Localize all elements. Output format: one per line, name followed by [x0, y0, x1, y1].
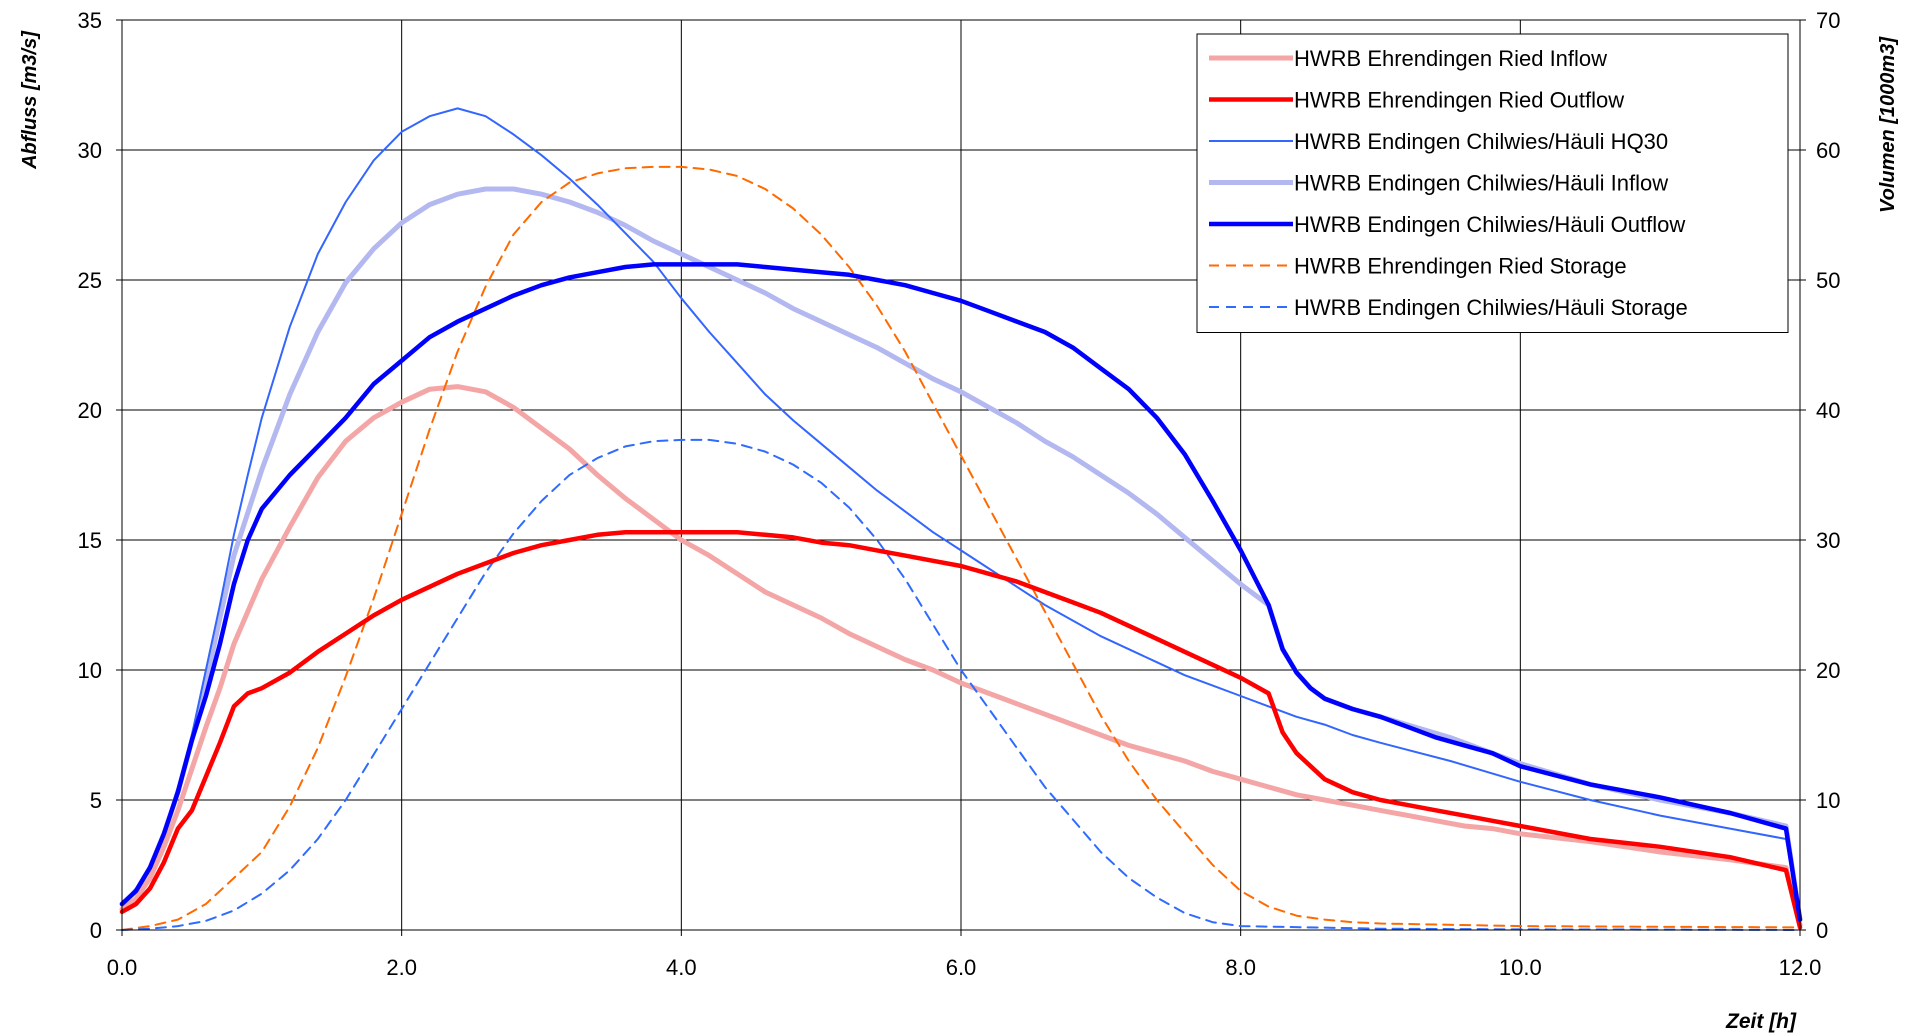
- y-axis-right: 0 10 20 30 40 50 60 70: [1800, 8, 1840, 943]
- y2-tick-label: 30: [1816, 528, 1840, 553]
- y2-tick-label: 10: [1816, 788, 1840, 813]
- legend-box: [1196, 33, 1789, 333]
- y2-tick-label: 60: [1816, 138, 1840, 163]
- y-tick-label: 15: [78, 528, 102, 553]
- x-tick-label: 0.0: [107, 955, 138, 980]
- y-axis-left: 0 5 10 15 20 25 30 35: [78, 8, 122, 943]
- legend: HWRB Ehrendingen Ried Inflow HWRB Ehrendi…: [1196, 33, 1789, 333]
- y-tick-label: 30: [78, 138, 102, 163]
- legend-label: HWRB Endingen Chilwies/Häuli Inflow: [1294, 171, 1668, 196]
- legend-label: HWRB Ehrendingen Ried Inflow: [1294, 46, 1607, 71]
- series-line-5: [119, 262, 1803, 922]
- x-tick-label: 8.0: [1225, 955, 1256, 980]
- y-tick-label: 5: [90, 788, 102, 813]
- y2-tick-label: 40: [1816, 398, 1840, 423]
- legend-label: HWRB Ehrendingen Ried Outflow: [1294, 88, 1624, 113]
- y2-tick-label: 70: [1816, 8, 1840, 33]
- y-tick-label: 35: [78, 8, 102, 33]
- y-tick-label: 10: [78, 658, 102, 683]
- y-tick-label: 20: [78, 398, 102, 423]
- y2-tick-label: 20: [1816, 658, 1840, 683]
- series-line-7: [121, 438, 1801, 931]
- y-tick-label: 25: [78, 268, 102, 293]
- legend-label: HWRB Endingen Chilwies/Häuli Storage: [1294, 295, 1688, 320]
- x-tick-label: 6.0: [946, 955, 977, 980]
- legend-label: HWRB Endingen Chilwies/Häuli Outflow: [1294, 212, 1685, 237]
- series-line-3: [121, 107, 1801, 921]
- x-tick-label: 12.0: [1779, 955, 1822, 980]
- x-axis-label: Zeit [h]: [1725, 1010, 1797, 1033]
- y-axis-label: Abfluss [m3/s]: [19, 30, 41, 170]
- y2-axis-label: Volumen [1000m3]: [1877, 36, 1899, 213]
- x-tick-label: 2.0: [386, 955, 417, 980]
- series-layer: [119, 107, 1803, 931]
- y2-tick-label: 50: [1816, 268, 1840, 293]
- series-line-6: [121, 165, 1801, 931]
- x-tick-label: 4.0: [666, 955, 697, 980]
- x-axis: 0.0 2.0 4.0 6.0 8.0 10.0 12.0: [107, 930, 1822, 980]
- x-tick-label: 10.0: [1499, 955, 1542, 980]
- series-line-2: [119, 529, 1803, 930]
- legend-label: HWRB Endingen Chilwies/Häuli HQ30: [1294, 129, 1668, 154]
- legend-label: HWRB Ehrendingen Ried Storage: [1294, 254, 1627, 279]
- y2-tick-label: 0: [1816, 918, 1828, 943]
- series-line-1: [119, 384, 1803, 928]
- y-tick-label: 0: [90, 918, 102, 943]
